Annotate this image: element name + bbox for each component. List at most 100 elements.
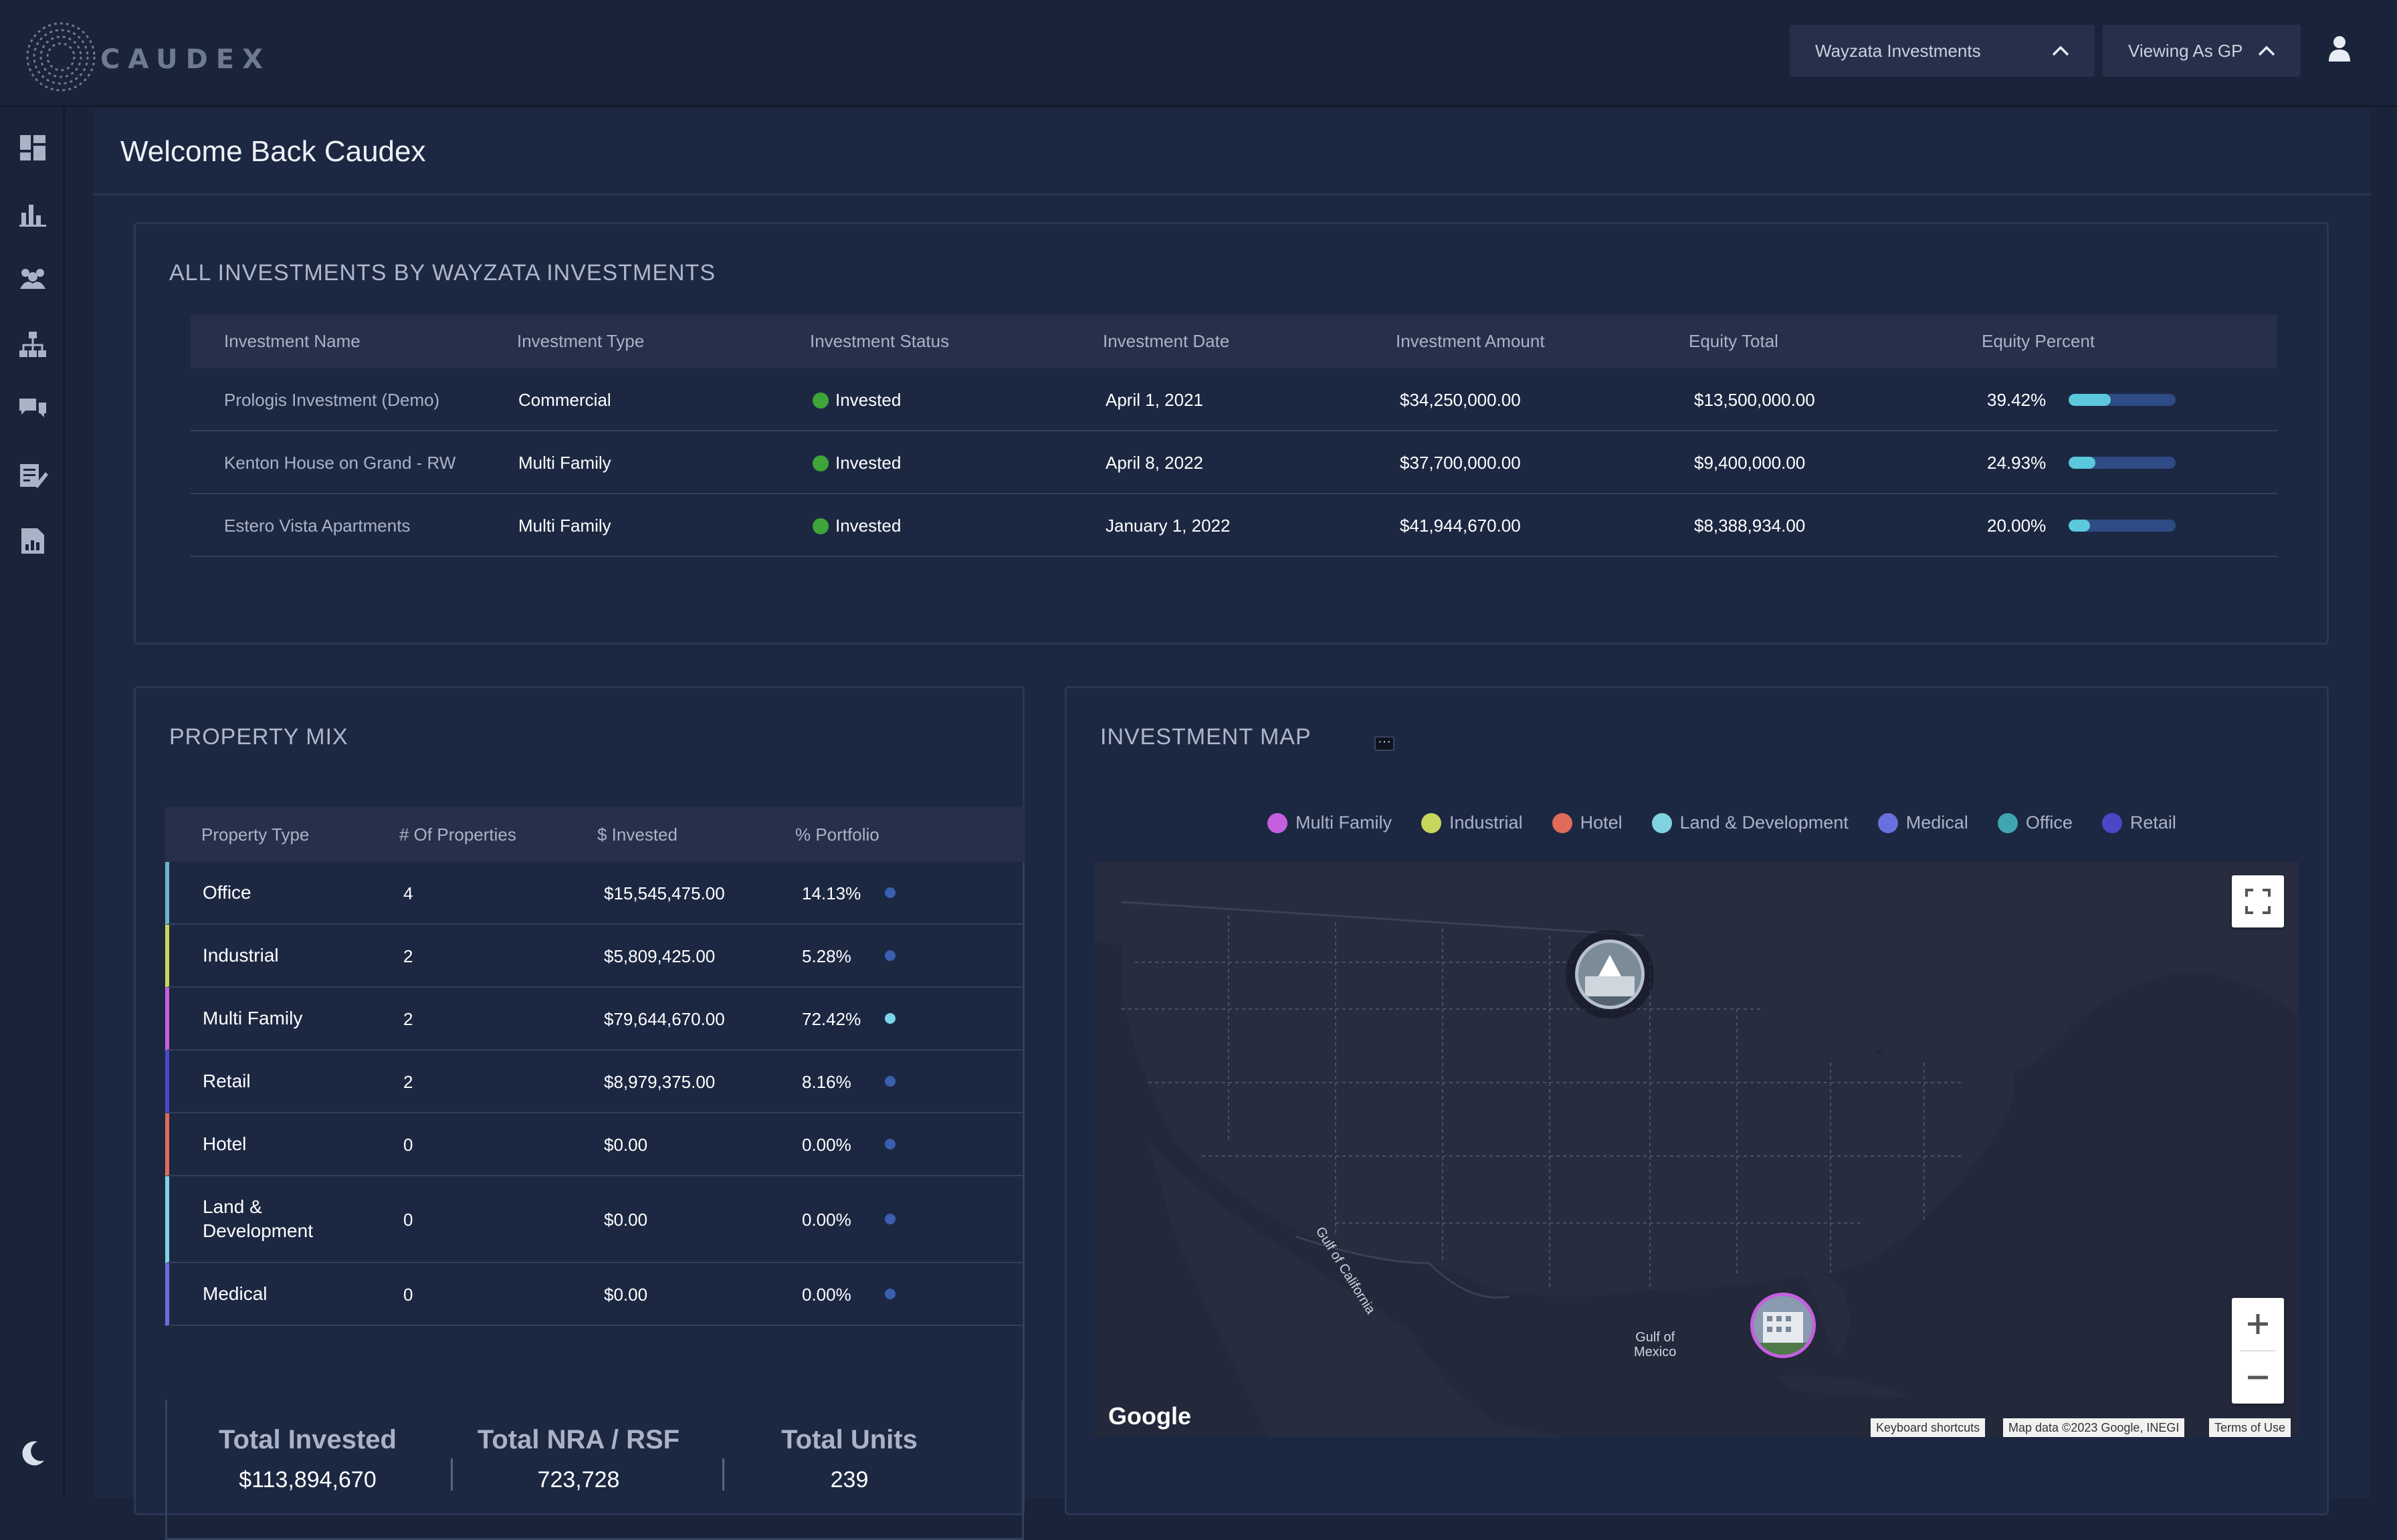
legend-swatch bbox=[1267, 812, 1287, 833]
investment-row[interactable]: Prologis Investment (Demo) Commercial In… bbox=[191, 368, 2277, 431]
dark-mode-moon-icon[interactable] bbox=[17, 1438, 48, 1468]
zoom-controls bbox=[2232, 1298, 2284, 1404]
legend-item[interactable]: Land & Development bbox=[1651, 812, 1849, 833]
column-header[interactable]: Equity Percent bbox=[1982, 331, 2095, 351]
property-row[interactable]: Hotel 0 $0.00 0.00% bbox=[165, 1113, 1024, 1176]
property-mix-title: PROPERTY MIX bbox=[169, 724, 348, 750]
google-logo: Google bbox=[1108, 1402, 1191, 1430]
portfolio-dot-icon bbox=[885, 1076, 896, 1087]
column-header[interactable]: Property Type bbox=[201, 824, 310, 845]
more-options-icon[interactable]: ··· bbox=[1374, 735, 1394, 751]
chat-icon[interactable] bbox=[17, 395, 48, 425]
investment-status: Invested bbox=[813, 516, 901, 536]
divider bbox=[2240, 1350, 2276, 1351]
property-row[interactable]: Office 4 $15,545,475.00 14.13% bbox=[165, 862, 1024, 925]
investment-row[interactable]: Estero Vista Apartments Multi Family Inv… bbox=[191, 494, 2277, 557]
property-row[interactable]: Land & Development 0 $0.00 0.00% bbox=[165, 1176, 1024, 1263]
property-row[interactable]: Medical 0 $0.00 0.00% bbox=[165, 1263, 1024, 1326]
column-header[interactable]: % Portfolio bbox=[795, 824, 879, 845]
property-map-marker[interactable] bbox=[1750, 1293, 1816, 1358]
property-type: Medical bbox=[203, 1283, 268, 1304]
property-invested: $5,809,425.00 bbox=[604, 946, 716, 966]
people-icon[interactable] bbox=[17, 263, 48, 294]
investment-row[interactable]: Kenton House on Grand - RW Multi Family … bbox=[191, 431, 2277, 494]
property-count: 4 bbox=[403, 883, 413, 903]
column-header[interactable]: Investment Amount bbox=[1396, 331, 1545, 351]
total-invested-label: Total Invested bbox=[219, 1425, 397, 1454]
investments-table-header: Investment Name Investment Type Investme… bbox=[191, 315, 2277, 368]
dashboard-icon[interactable] bbox=[17, 132, 48, 163]
organization-selector-label: Wayzata Investments bbox=[1815, 40, 1981, 61]
keyboard-shortcuts-link[interactable]: Keyboard shortcuts bbox=[1871, 1418, 1986, 1437]
property-row[interactable]: Multi Family 2 $79,644,670.00 72.42% bbox=[165, 988, 1024, 1051]
edit-document-icon[interactable] bbox=[17, 460, 48, 491]
column-header[interactable]: Investment Name bbox=[224, 331, 360, 351]
total-nra: Total NRA / RSF 723,728 bbox=[445, 1425, 712, 1493]
divider bbox=[722, 1458, 724, 1491]
legend-swatch bbox=[1421, 812, 1442, 833]
property-map-marker[interactable] bbox=[1575, 940, 1645, 1009]
investment-amount: $41,944,670.00 bbox=[1400, 516, 1521, 536]
organization-selector[interactable]: Wayzata Investments bbox=[1790, 25, 2095, 77]
map-label-line: Gulf of bbox=[1635, 1330, 1675, 1345]
bar-chart-icon[interactable] bbox=[17, 198, 48, 229]
zoom-in-icon[interactable] bbox=[2232, 1298, 2284, 1350]
column-header[interactable]: Investment Type bbox=[517, 331, 645, 351]
column-header[interactable]: Investment Status bbox=[810, 331, 950, 351]
top-bar: CAUDEX Wayzata Investments Viewing As GP bbox=[0, 0, 2397, 107]
legend-label: Multi Family bbox=[1295, 812, 1392, 833]
investment-status: Invested bbox=[813, 453, 901, 473]
report-icon[interactable] bbox=[17, 526, 48, 556]
legend-label: Medical bbox=[1905, 812, 1968, 833]
investment-name[interactable]: Prologis Investment (Demo) bbox=[224, 390, 440, 410]
divider bbox=[451, 1458, 453, 1491]
legend-item[interactable]: Industrial bbox=[1421, 812, 1523, 833]
investment-name[interactable]: Kenton House on Grand - RW bbox=[224, 453, 456, 473]
investment-map-card: INVESTMENT MAP ··· Multi Family Industri… bbox=[1065, 686, 2329, 1515]
property-row[interactable]: Industrial 2 $5,809,425.00 5.28% bbox=[165, 925, 1024, 988]
investment-type: Commercial bbox=[518, 390, 611, 410]
chevron-up-icon bbox=[2052, 45, 2069, 56]
equity-total: $8,388,934.00 bbox=[1694, 516, 1806, 536]
status-dot-icon bbox=[813, 518, 829, 534]
legend-item[interactable]: Hotel bbox=[1552, 812, 1623, 833]
column-header[interactable]: Investment Date bbox=[1103, 331, 1230, 351]
role-selector[interactable]: Viewing As GP bbox=[2103, 25, 2301, 77]
investment-date: January 1, 2022 bbox=[1106, 516, 1231, 536]
investments-title: ALL INVESTMENTS BY WAYZATA INVESTMENTS bbox=[169, 260, 716, 286]
investment-name[interactable]: Estero Vista Apartments bbox=[224, 516, 411, 536]
property-row[interactable]: Retail 2 $8,979,375.00 8.16% bbox=[165, 1051, 1024, 1113]
property-invested: $15,545,475.00 bbox=[604, 883, 725, 903]
terms-of-use-link[interactable]: Terms of Use bbox=[2209, 1418, 2291, 1437]
zoom-out-icon[interactable] bbox=[2232, 1351, 2284, 1404]
equity-percent-bar bbox=[2069, 457, 2176, 469]
investment-status-label: Invested bbox=[835, 390, 902, 410]
total-nra-label: Total NRA / RSF bbox=[477, 1425, 680, 1454]
legend-swatch bbox=[1877, 812, 1898, 833]
total-units-label: Total Units bbox=[781, 1425, 918, 1454]
fullscreen-button[interactable] bbox=[2232, 875, 2284, 927]
property-count: 0 bbox=[403, 1135, 413, 1155]
org-chart-icon[interactable] bbox=[17, 329, 48, 360]
legend-label: Land & Development bbox=[1679, 812, 1849, 833]
property-invested: $79,644,670.00 bbox=[604, 1009, 725, 1029]
role-selector-label: Viewing As GP bbox=[2128, 40, 2243, 61]
investment-map[interactable]: Gulf of California Gulf of Mexico Google… bbox=[1095, 862, 2299, 1437]
status-dot-icon bbox=[813, 455, 829, 471]
property-portfolio: 0.00% bbox=[802, 1285, 851, 1305]
investment-status: Invested bbox=[813, 390, 901, 411]
legend-swatch bbox=[1651, 812, 1672, 833]
legend-item[interactable]: Office bbox=[1997, 812, 2073, 833]
legend-label: Hotel bbox=[1580, 812, 1623, 833]
legend-item[interactable]: Multi Family bbox=[1267, 812, 1392, 833]
legend-item[interactable]: Medical bbox=[1877, 812, 1968, 833]
column-header[interactable]: # Of Properties bbox=[399, 824, 516, 845]
equity-percent-bar-fill bbox=[2069, 394, 2111, 406]
legend-item[interactable]: Retail bbox=[2101, 812, 2176, 833]
column-header[interactable]: $ Invested bbox=[597, 824, 678, 845]
equity-total: $13,500,000.00 bbox=[1694, 390, 1815, 410]
user-profile-icon[interactable] bbox=[2327, 35, 2352, 62]
investment-type: Multi Family bbox=[518, 516, 611, 536]
column-header[interactable]: Equity Total bbox=[1689, 331, 1778, 351]
map-label: Gulf of Mexico bbox=[1634, 1330, 1676, 1359]
